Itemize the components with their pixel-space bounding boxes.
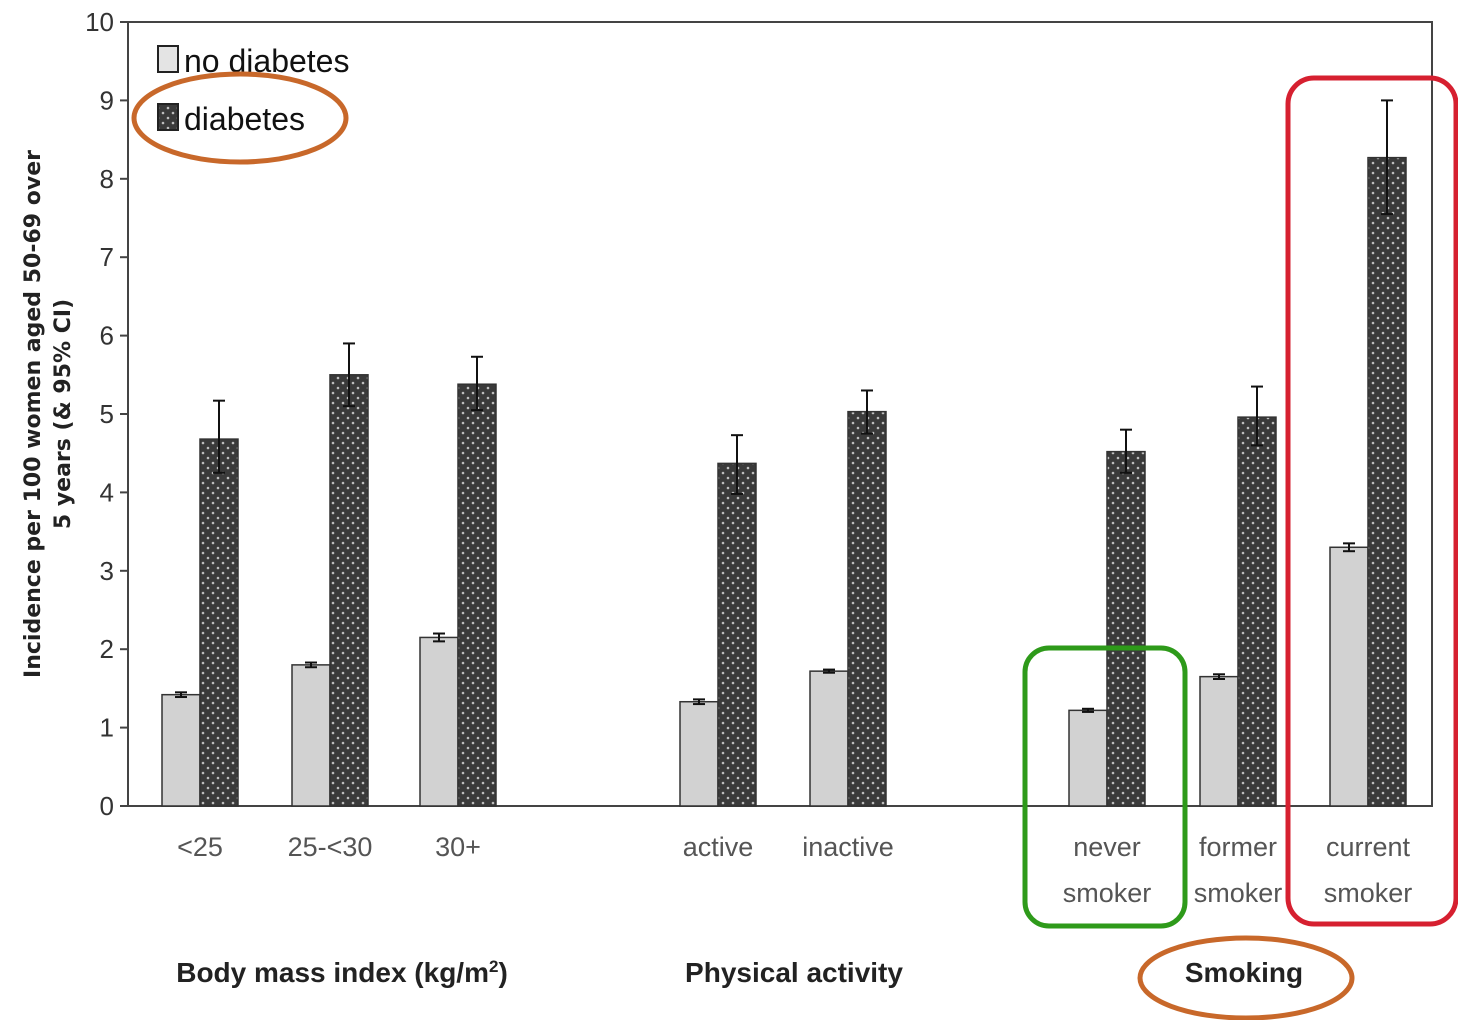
bar-diabetes bbox=[847, 410, 887, 807]
y-axis-label: Incidence per 100 women aged 50-69 over 5… bbox=[21, 150, 76, 678]
y-tick-label: 4 bbox=[100, 477, 114, 507]
category-label-former-smoker: smoker bbox=[1194, 878, 1283, 908]
category-label-never-smoker: smoker bbox=[1063, 878, 1152, 908]
highlight-ellipse-group-label-smoking bbox=[1137, 935, 1355, 1020]
bar-no-diabetes bbox=[1199, 675, 1239, 807]
y-tick-label: 1 bbox=[100, 713, 114, 743]
highlight-ellipse-legend-diabetes bbox=[131, 71, 349, 165]
category-label-30: 30+ bbox=[435, 832, 481, 862]
bar-no-diabetes bbox=[291, 664, 331, 807]
bar-diabetes bbox=[1367, 156, 1407, 807]
legend-swatch-diabetes bbox=[157, 103, 179, 131]
bar-no-diabetes bbox=[1068, 709, 1108, 807]
highlight-box-category-current-smoker bbox=[1285, 75, 1458, 927]
bar-no-diabetes bbox=[161, 693, 201, 807]
bar-diabetes bbox=[1237, 416, 1277, 807]
annotations bbox=[131, 71, 1458, 1020]
legend-swatch-no-diabetes bbox=[157, 45, 179, 73]
bar-diabetes bbox=[717, 462, 757, 807]
category-label-25: <25 bbox=[177, 832, 223, 862]
y-axis-ticks: 0 1 2 3 4 5 6 7 8 9 10 bbox=[85, 7, 128, 821]
category-label-25-30: 25-<30 bbox=[288, 832, 373, 862]
group-label-physical-activity: Physical activity bbox=[685, 957, 903, 988]
y-tick-label: 3 bbox=[100, 556, 114, 586]
legend-label-diabetes: diabetes bbox=[184, 101, 305, 137]
bar-diabetes bbox=[457, 383, 497, 807]
group-label-smoking: Smoking bbox=[1185, 957, 1303, 988]
y-axis-label-line: 5 years (& 95% CI) bbox=[51, 299, 76, 529]
category-label-active: active bbox=[683, 832, 754, 862]
highlight-box-category-never-smoker bbox=[1022, 645, 1188, 929]
plot-frame bbox=[127, 21, 1433, 807]
category-label-current-smoker: current bbox=[1326, 832, 1411, 862]
bar-diabetes bbox=[199, 438, 239, 807]
category-label-never-smoker: never bbox=[1073, 832, 1141, 862]
bar-diabetes bbox=[1106, 450, 1146, 807]
y-axis-label-line: Incidence per 100 women aged 50-69 over bbox=[21, 150, 46, 678]
category-label-current-smoker: smoker bbox=[1324, 878, 1413, 908]
bar-no-diabetes bbox=[419, 636, 459, 807]
y-axis-title: Incidence per 100 women aged 50-69 over 5… bbox=[21, 150, 76, 678]
bars bbox=[161, 99, 1407, 807]
bar-no-diabetes bbox=[1329, 546, 1369, 807]
bar-diabetes bbox=[329, 374, 369, 807]
y-tick-label: 7 bbox=[100, 242, 114, 272]
y-tick-label: 5 bbox=[100, 399, 114, 429]
y-tick-label: 9 bbox=[100, 85, 114, 115]
y-tick-label: 6 bbox=[100, 321, 114, 351]
y-tick-label: 8 bbox=[100, 164, 114, 194]
group-label-body-mass-index-kg-m: Body mass index (kg/m2) bbox=[176, 957, 508, 988]
y-tick-label: 10 bbox=[85, 7, 114, 37]
bar-no-diabetes bbox=[679, 700, 719, 807]
y-tick-label: 2 bbox=[100, 634, 114, 664]
group-labels: Body mass index (kg/m2) Physical activity… bbox=[176, 957, 1303, 988]
category-label-inactive: inactive bbox=[802, 832, 894, 862]
category-label-former-smoker: former bbox=[1199, 832, 1277, 862]
y-tick-label: 0 bbox=[100, 791, 114, 821]
bar-no-diabetes bbox=[809, 670, 849, 807]
category-labels: <25 25-<30 30+ active inactive never smoker for… bbox=[177, 832, 1412, 908]
